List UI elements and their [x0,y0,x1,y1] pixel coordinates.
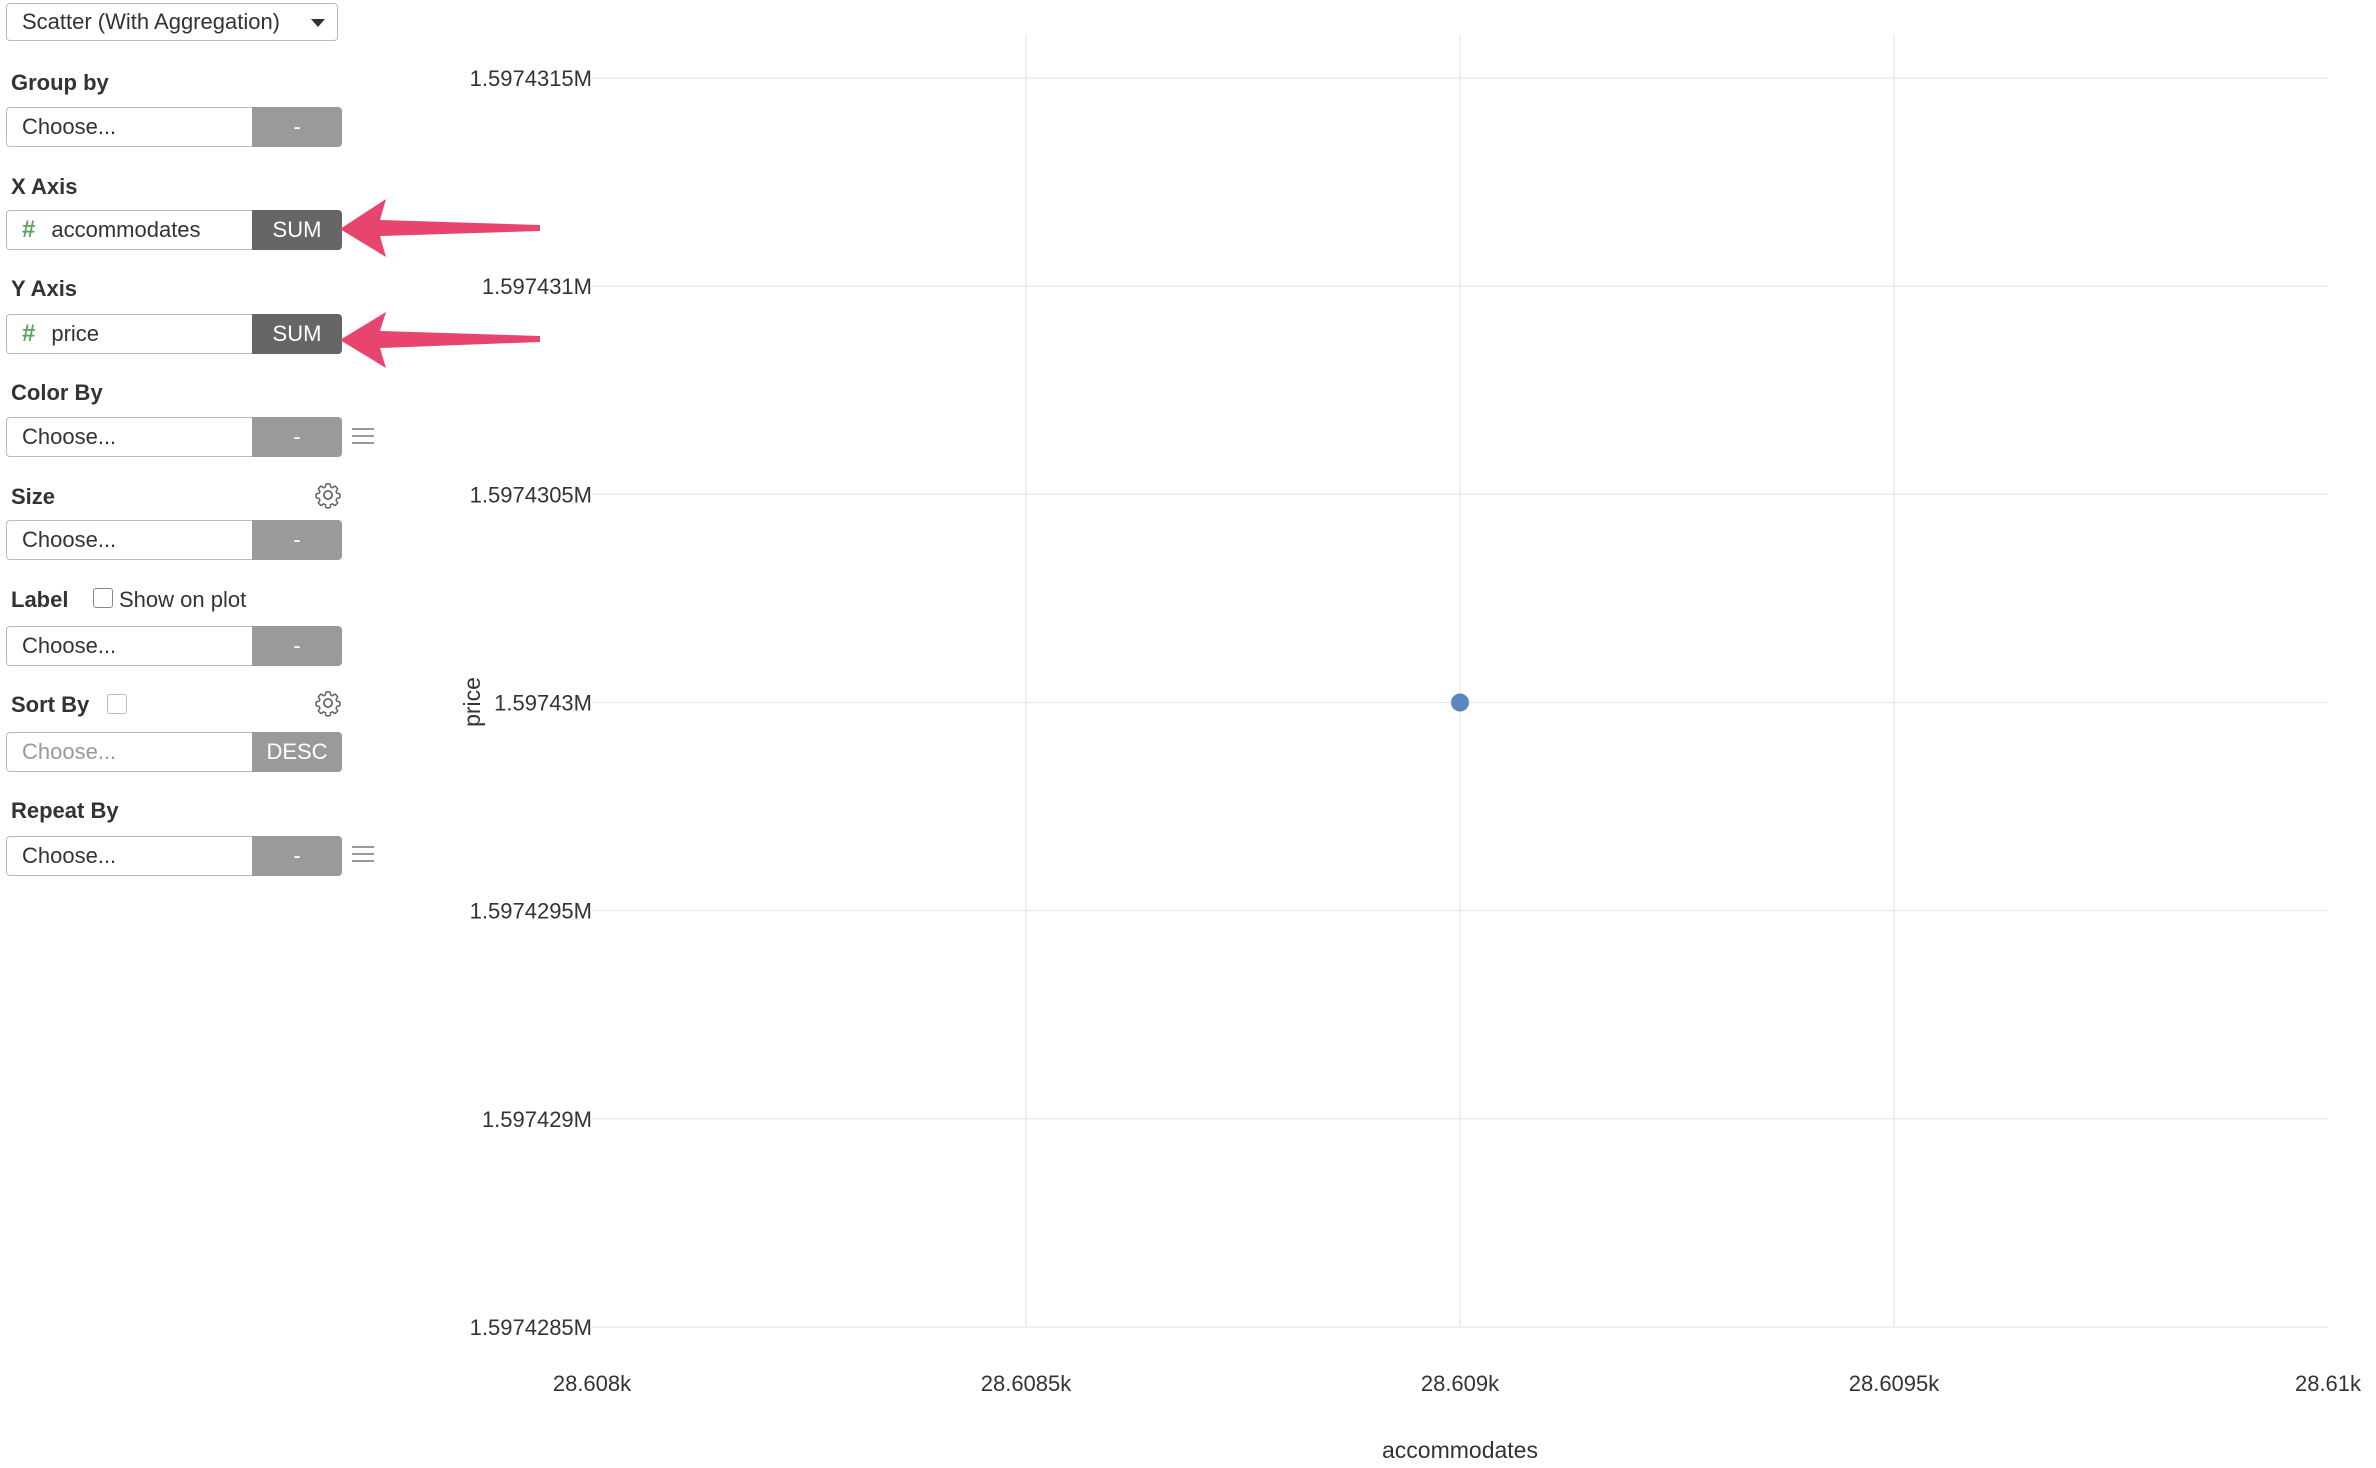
y-axis-label: Y Axis [11,276,78,301]
x-axis-value: accommodates [51,217,201,242]
y-tick-label: 1.597429M [482,1107,592,1132]
color-by-select[interactable]: Choose... [6,417,252,457]
y-axis-field: # price SUM [6,314,342,354]
size-gear-icon[interactable] [314,481,342,509]
y-axis-aggregation-button[interactable]: SUM [252,314,342,354]
label-field: Choose... - [6,626,342,666]
repeat-by-label: Repeat By [11,798,119,823]
sort-direction-button[interactable]: DESC [252,732,342,772]
sort-by-field: Choose... DESC [6,732,342,772]
y-axis-ticks: 1.5974315M 1.597431M 1.5974305M 1.59743M 1.5… [470,66,592,1340]
color-by-menu-icon[interactable] [352,428,374,444]
sort-by-gear-icon[interactable] [314,689,342,717]
x-axis-annotation-arrow-icon [340,199,540,257]
x-tick-label: 28.609k [1421,1371,1500,1396]
x-axis-aggregation-button[interactable]: SUM [252,210,342,250]
repeat-by-select[interactable]: Choose... [6,836,252,876]
x-tick-label: 28.61k [2295,1371,2362,1396]
color-by-remove-button[interactable]: - [252,417,342,457]
x-axis-select[interactable]: # accommodates [6,210,252,250]
x-tick-label: 28.6085k [981,1371,1073,1396]
numeric-type-icon: # [22,320,36,347]
chart-settings-panel: Scatter (With Aggregation) Group by Choo… [0,0,390,1468]
repeat-by-menu-icon[interactable] [352,846,374,862]
y-tick-label: 1.597431M [482,274,592,299]
chart-type-select[interactable]: Scatter (With Aggregation) [6,3,338,41]
group-by-label: Group by [11,70,109,95]
y-axis-value: price [51,321,100,346]
x-tick-label: 28.608k [553,1371,632,1396]
y-axis-title: price [459,677,485,727]
sort-by-label: Sort By [11,692,90,717]
sort-by-select[interactable]: Choose... [6,732,252,772]
group-by-remove-button[interactable]: - [252,107,342,147]
group-by-select[interactable]: Choose... [6,107,252,147]
color-by-label: Color By [11,380,103,405]
x-axis-field: # accommodates SUM [6,210,342,250]
y-axis-annotation-arrow-icon [340,312,540,368]
y-tick-label: 1.5974285M [470,1315,592,1340]
show-on-plot-checkbox[interactable] [93,588,113,608]
repeat-by-remove-button[interactable]: - [252,836,342,876]
x-axis-label: X Axis [11,174,78,199]
y-tick-label: 1.59743M [494,691,592,716]
chart-type-value: Scatter (With Aggregation) [22,9,281,34]
numeric-type-icon: # [22,216,36,243]
label-select[interactable]: Choose... [6,626,252,666]
color-by-field: Choose... - [6,417,342,457]
size-field: Choose... - [6,520,342,560]
label-remove-button[interactable]: - [252,626,342,666]
size-label: Size [11,484,56,509]
x-axis-title: accommodates [1382,1437,1538,1463]
scatter-points [1451,693,1469,712]
x-axis-ticks: 28.608k 28.6085k 28.609k 28.6095k 28.61k [553,1371,2362,1396]
chart-grid [592,36,2328,1328]
show-on-plot-label: Show on plot [119,587,247,612]
y-axis-select[interactable]: # price [6,314,252,354]
y-tick-label: 1.5974295M [470,899,592,924]
sort-by-checkbox[interactable] [107,694,127,714]
y-tick-label: 1.5974315M [470,66,592,91]
group-by-field: Choose... - [6,107,342,147]
label-label: Label [11,587,69,612]
size-remove-button[interactable]: - [252,520,342,560]
scatter-point[interactable] [1451,693,1469,712]
repeat-by-field: Choose... - [6,836,342,876]
y-tick-label: 1.5974305M [470,482,592,507]
x-tick-label: 28.6095k [1849,1371,1941,1396]
chevron-down-icon [311,19,325,27]
size-select[interactable]: Choose... [6,520,252,560]
